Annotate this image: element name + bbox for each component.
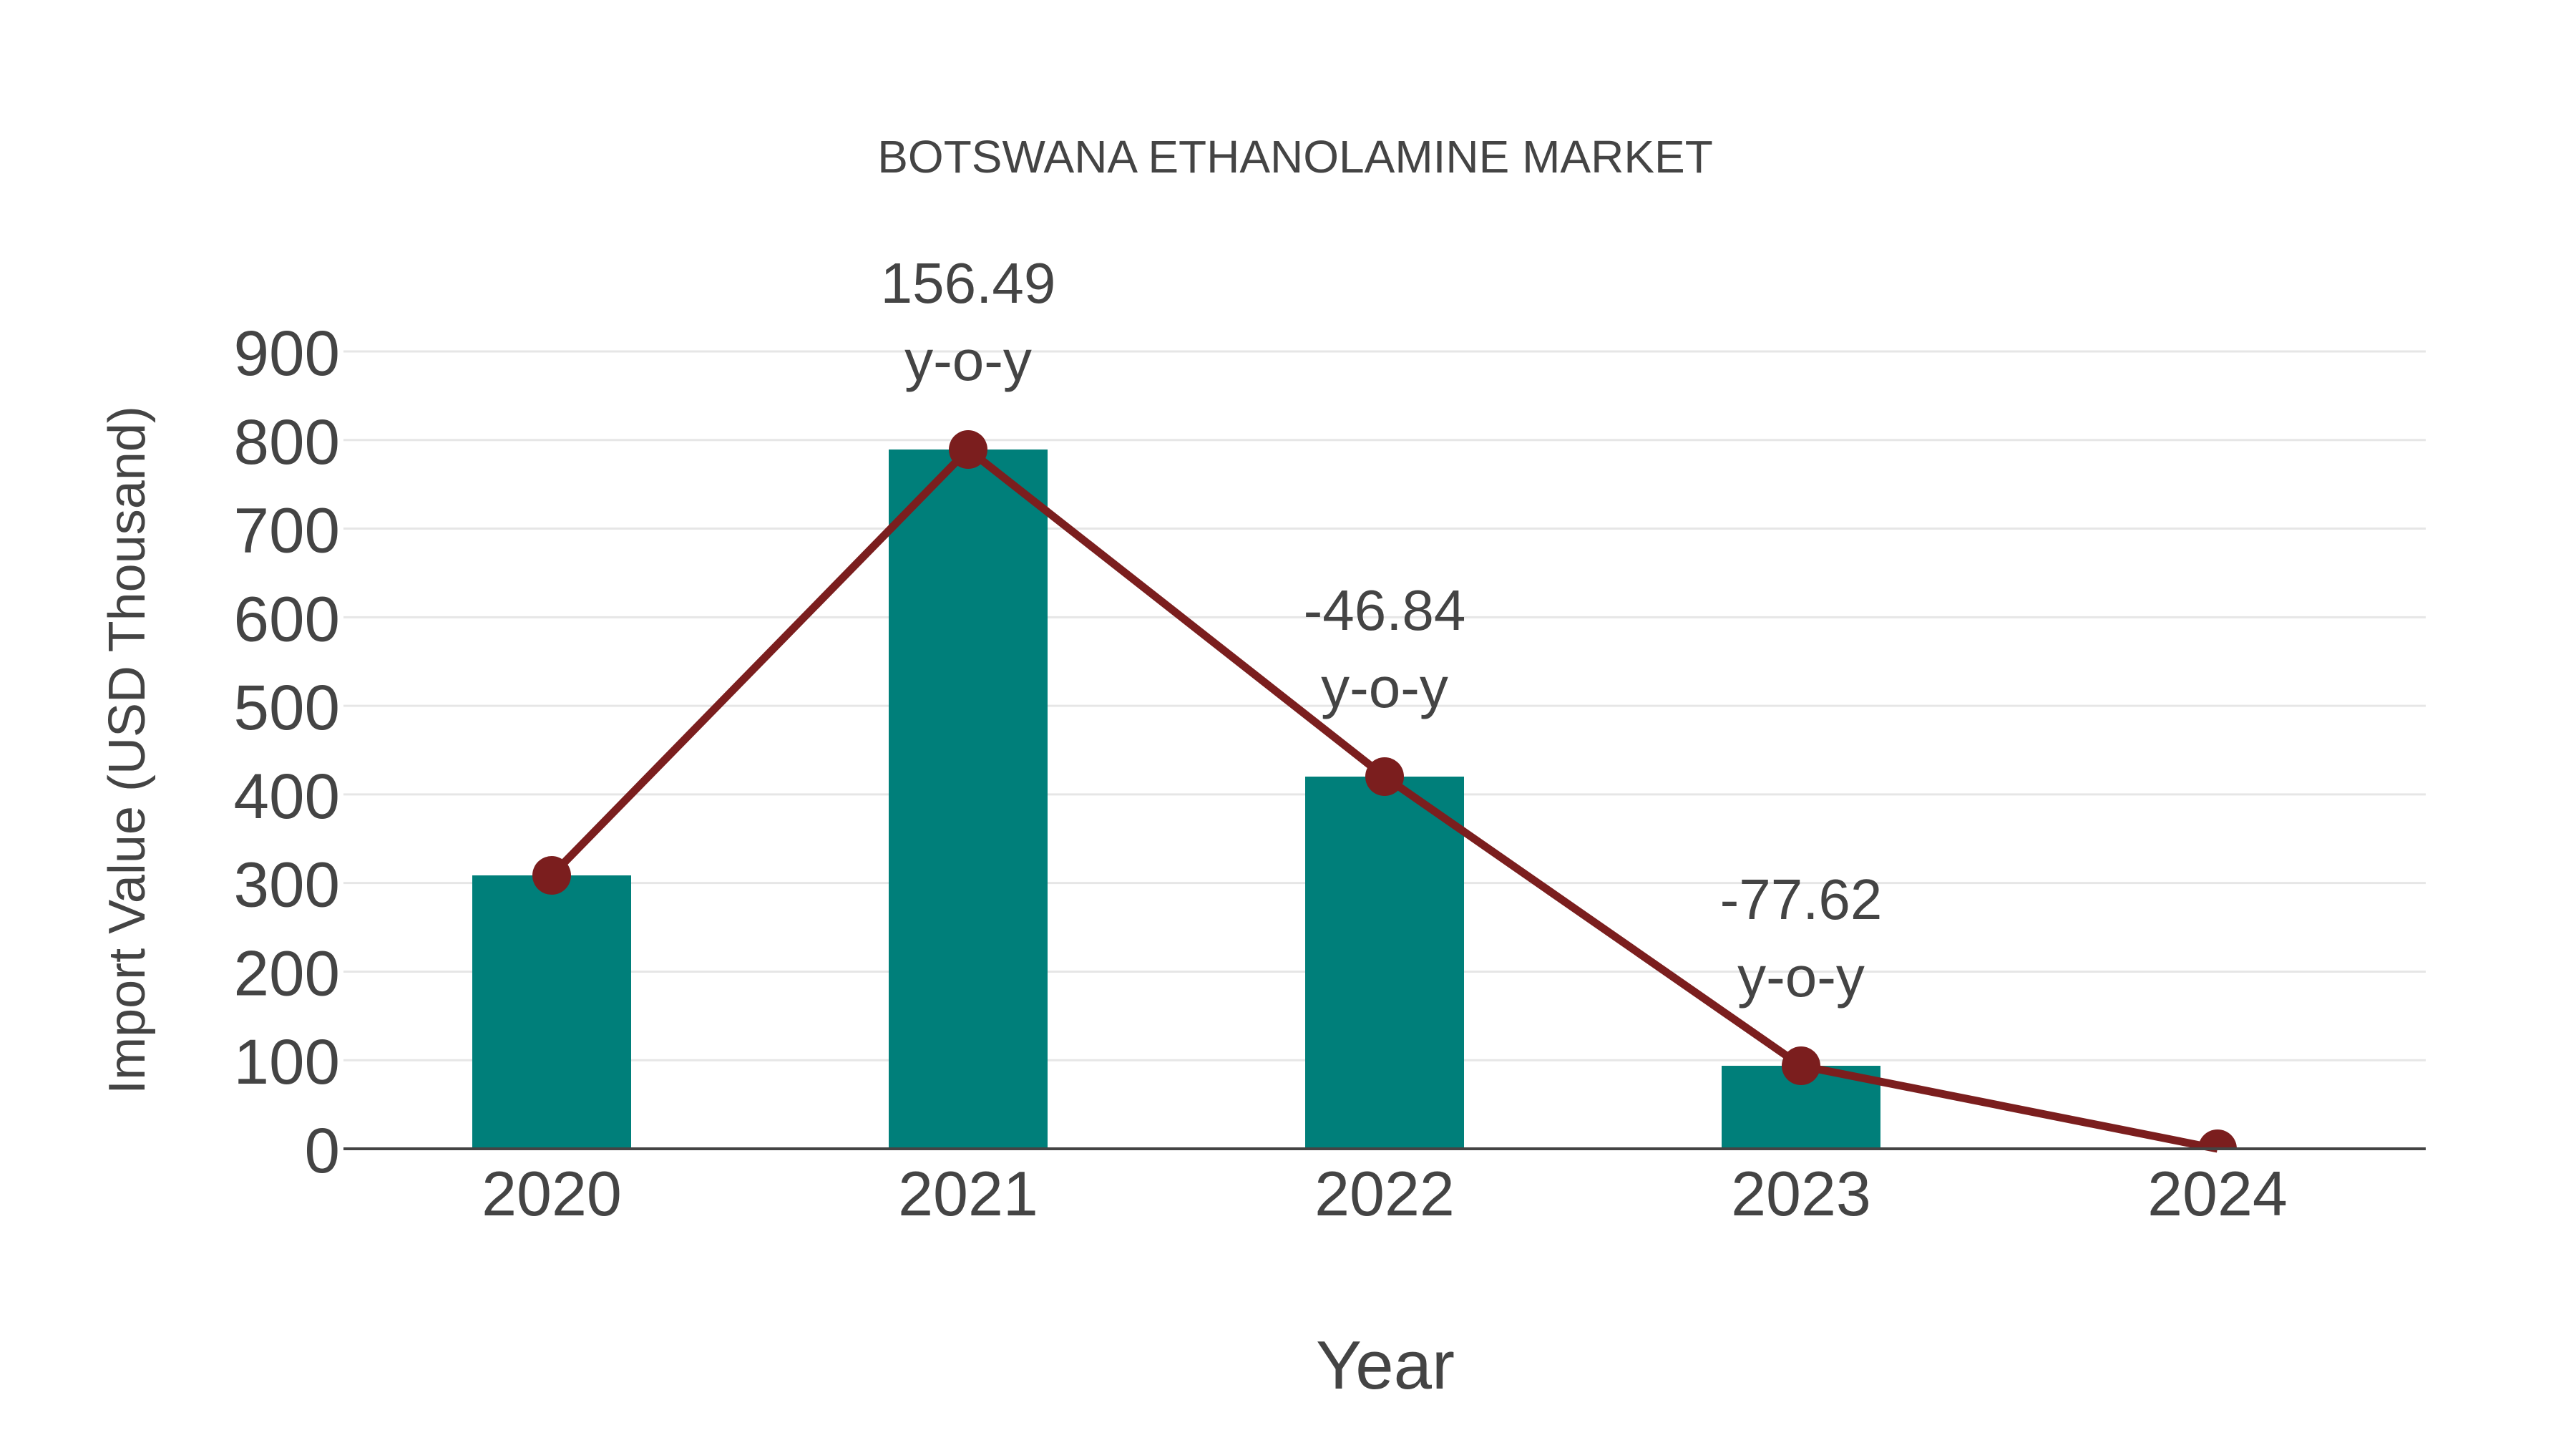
y-tick-label: 900 <box>234 317 341 389</box>
y-tick-label: 300 <box>234 849 341 920</box>
bar-2021[interactable] <box>889 449 1048 1149</box>
x-tick-label: 2024 <box>2147 1158 2288 1229</box>
yoy-annotation-2022: y-o-y <box>1321 656 1448 719</box>
bar-2022[interactable] <box>1305 777 1464 1149</box>
yoy-annotation-2022: -46.84 <box>1304 578 1466 642</box>
yoy-annotations: 156.49 y-o-y -46.84 y-o-y -77.62 y-o-y <box>881 251 1883 1009</box>
x-axis-ticks: 2020 2021 2022 2023 2024 <box>482 1158 2288 1229</box>
bar-series <box>472 449 1880 1149</box>
y-tick-label: 800 <box>234 406 341 477</box>
y-tick-label: 100 <box>234 1026 341 1097</box>
x-tick-label: 2023 <box>1731 1158 1871 1229</box>
yoy-annotation-2021: 156.49 <box>881 251 1056 315</box>
marker-2023[interactable] <box>1782 1046 1820 1086</box>
y-axis-ticks: 0 100 200 300 400 500 600 700 800 900 <box>234 317 341 1186</box>
x-tick-label: 2020 <box>482 1158 622 1229</box>
y-tick-label: 200 <box>234 937 341 1009</box>
line-series <box>343 430 2426 1168</box>
bar-2020[interactable] <box>472 875 631 1149</box>
chart-title: BOTSWANA ETHANOLAMINE MARKET <box>877 131 1713 183</box>
yoy-annotation-2021: y-o-y <box>904 329 1032 392</box>
y-tick-label: 400 <box>234 760 341 832</box>
marker-2024[interactable] <box>2198 1129 2237 1168</box>
y-axis-title: Import Value (USD Thousand) <box>99 406 156 1094</box>
x-tick-label: 2022 <box>1314 1158 1455 1229</box>
marker-2020[interactable] <box>532 856 571 895</box>
y-tick-label: 0 <box>305 1114 341 1186</box>
x-tick-label: 2021 <box>898 1158 1038 1229</box>
y-tick-label: 700 <box>234 495 341 566</box>
marker-2021[interactable] <box>949 430 987 470</box>
yoy-annotation-2023: y-o-y <box>1737 945 1865 1009</box>
y-tick-label: 600 <box>234 583 341 654</box>
x-axis-title: Year <box>1316 1327 1455 1404</box>
gridlines <box>343 350 2426 1061</box>
yoy-annotation-2023: -77.62 <box>1720 868 1883 931</box>
marker-2022[interactable] <box>1365 757 1404 797</box>
y-tick-label: 500 <box>234 671 341 743</box>
